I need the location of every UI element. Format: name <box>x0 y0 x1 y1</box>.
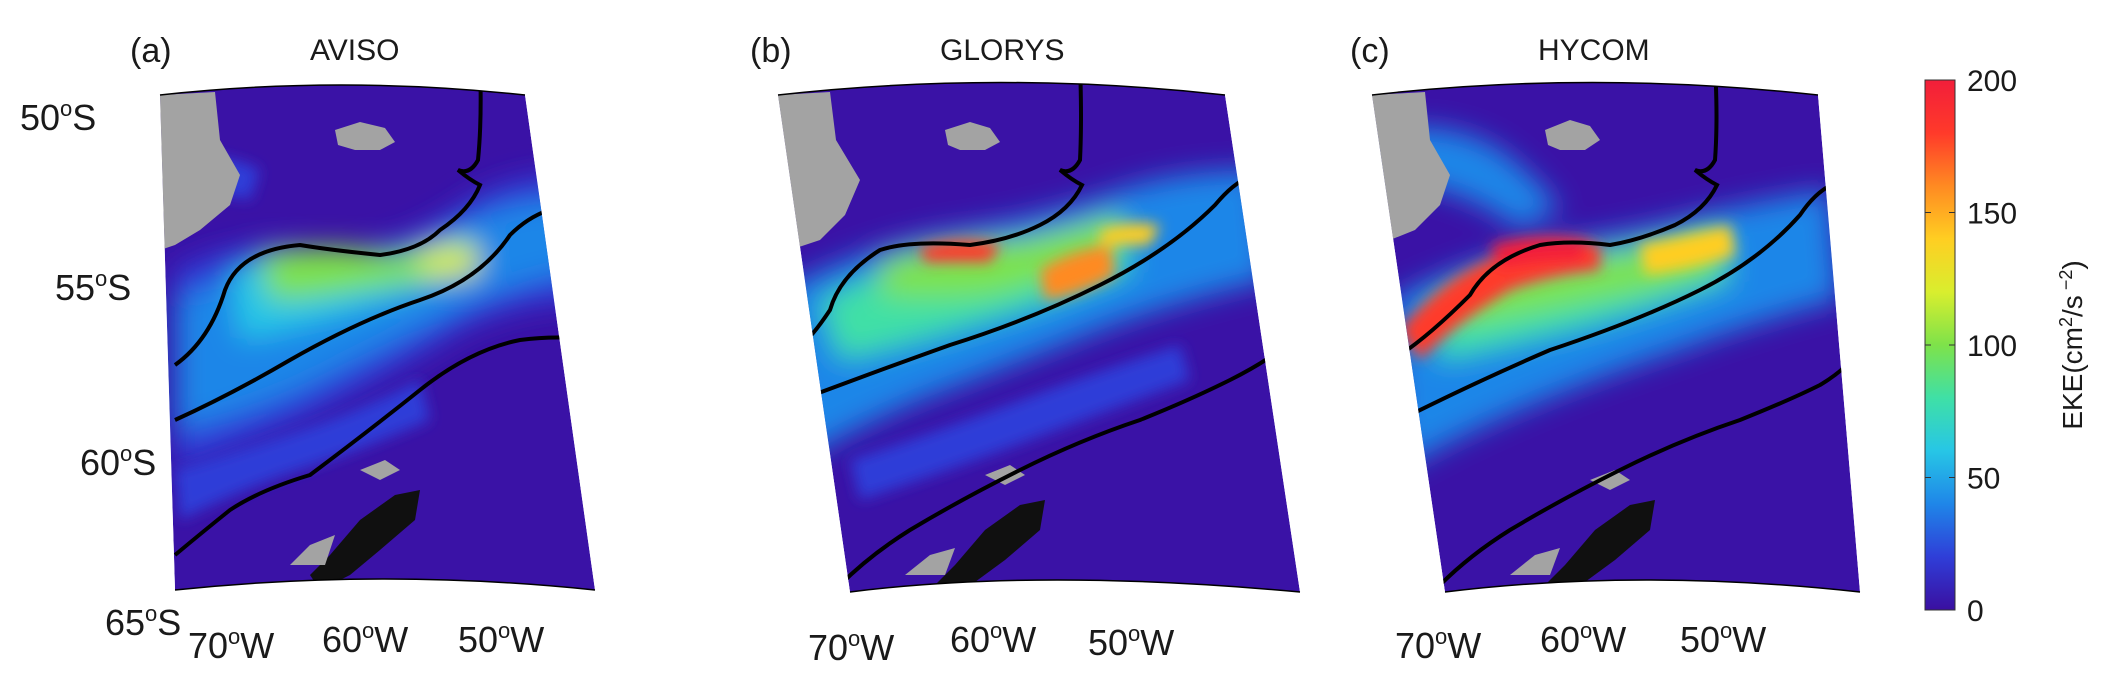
panel-c-map <box>1372 82 1860 592</box>
lon-label-c-60w: 60oW <box>1540 618 1626 660</box>
latitude-labels: 50oS 55oS 60oS 65oS <box>20 96 181 643</box>
lon-label-b-70w: 70oW <box>808 626 894 668</box>
lon-label-b-50w: 50oW <box>1088 621 1174 663</box>
panel-c-title: HYCOM <box>1538 34 1650 67</box>
panel-a-letter: (a) <box>130 32 172 70</box>
antarctic-peninsula <box>935 500 1045 592</box>
panel-a-map <box>160 85 595 590</box>
lon-label-a-60w: 60oW <box>322 618 408 660</box>
panel-b <box>777 81 1301 593</box>
lon-label-a-70w: 70oW <box>188 624 274 666</box>
panel-titles: (a) AVISO (b) GLORYS (c) HYCOM <box>130 32 1650 70</box>
colorbar-tick-label: 100 <box>1967 330 2017 363</box>
south-america-land <box>778 92 860 255</box>
falkland-islands <box>1545 120 1600 150</box>
lat-label-50s: 50oS <box>20 96 96 138</box>
lat-label-60s: 60oS <box>80 441 156 483</box>
lon-label-a-50w: 50oW <box>458 618 544 660</box>
antarctic-peninsula <box>1545 500 1655 592</box>
lon-label-b-60w: 60oW <box>950 618 1036 660</box>
colorbar-tick-label: 50 <box>1967 463 2000 496</box>
colorbar-tick-label: 200 <box>1967 65 2017 98</box>
antarctic-peninsula <box>310 490 420 590</box>
colorbar-tick-label: 0 <box>1967 595 1984 628</box>
panel-b-letter: (b) <box>750 32 792 70</box>
panel-a-title: AVISO <box>310 34 399 67</box>
colorbar: 0 50 100 150 200 EKE(cm2/s −2) <box>1924 65 2088 628</box>
lon-label-c-70w: 70oW <box>1395 624 1481 666</box>
panel-c-letter: (c) <box>1350 32 1390 70</box>
lon-label-c-50w: 50oW <box>1680 618 1766 660</box>
south-america-land <box>1372 92 1450 245</box>
colorbar-ticks: 0 50 100 150 200 <box>1925 65 2017 628</box>
panel-b-map <box>778 82 1300 592</box>
colorbar-label: EKE(cm2/s −2) <box>2056 260 2088 429</box>
lat-label-65s: 65oS <box>105 601 181 643</box>
lat-label-55s: 55oS <box>55 266 131 308</box>
longitude-labels: 70oW 60oW 50oW 70oW 60oW 50oW 70oW 60oW … <box>188 618 1766 668</box>
south-america-land <box>160 92 240 250</box>
falkland-islands <box>945 122 1000 150</box>
falkland-islands <box>335 122 395 150</box>
panel-b-title: GLORYS <box>940 34 1065 67</box>
colorbar-tick-label: 150 <box>1967 198 2017 231</box>
panel-a <box>159 84 596 591</box>
panel-c <box>1371 81 1861 593</box>
